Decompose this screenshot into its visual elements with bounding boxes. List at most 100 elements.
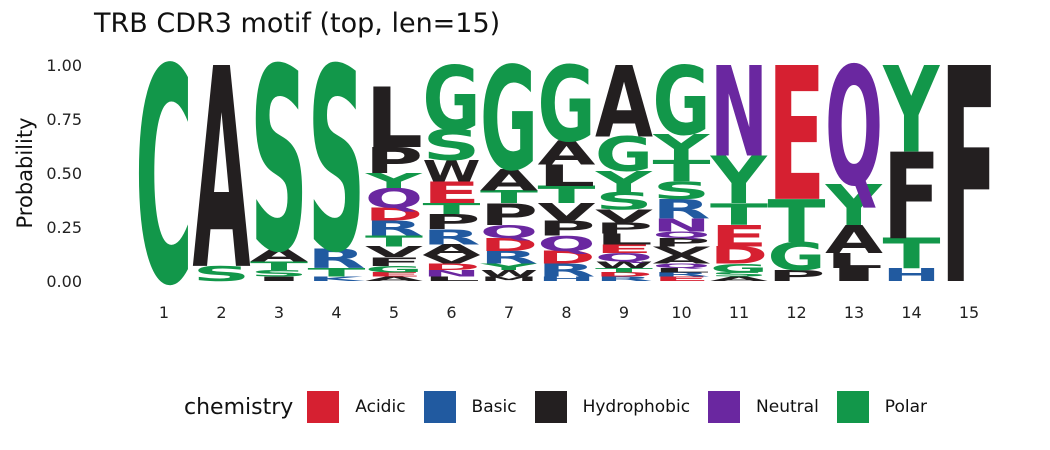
logo-letter-A: A xyxy=(250,245,308,266)
logo-letter-L: L xyxy=(595,231,653,248)
legend-label: Neutral xyxy=(756,397,819,417)
logo-letter-A: A xyxy=(595,45,653,159)
logo-letter-T: T xyxy=(308,266,367,280)
logo-letter-R: R xyxy=(308,244,366,275)
logo-letter-F: F xyxy=(365,255,423,269)
logo-letter-P: P xyxy=(423,210,481,234)
logo-letter-R: R xyxy=(653,194,711,225)
logo-letter-T: T xyxy=(653,155,712,189)
logo-letter-A: A xyxy=(480,163,538,197)
logo-letter-Q: Q xyxy=(595,251,653,265)
logo-letter-Y: Y xyxy=(594,165,652,199)
logo-letter-F: F xyxy=(883,129,941,267)
logo-letter-K: K xyxy=(308,276,366,283)
logo-letter-S: S xyxy=(250,16,308,310)
y-axis-label: Probability xyxy=(13,117,37,228)
x-tick-label: 12 xyxy=(786,303,806,322)
x-tick-label: 2 xyxy=(216,303,226,322)
logo-letter-E: E xyxy=(710,219,768,253)
chart-title: TRB CDR3 motif (top, len=15) xyxy=(94,8,501,39)
logo-letter-Y: Y xyxy=(652,128,711,169)
logo-letter-N: N xyxy=(710,41,768,186)
x-tick-label: 4 xyxy=(331,303,341,322)
logo-letter-Y: Y xyxy=(883,41,941,180)
logo-letter-S: S xyxy=(423,122,481,170)
logo-letter-P: P xyxy=(538,216,596,240)
y-tick-label: 0.00 xyxy=(46,272,82,291)
logo-letter-T: T xyxy=(423,200,482,217)
logo-letter-H: H xyxy=(538,275,596,282)
logo-letter-T: T xyxy=(538,181,597,209)
logo-letter-L: L xyxy=(365,70,423,167)
logo-letter-R: R xyxy=(480,247,538,268)
logo-letter-C: C xyxy=(135,8,193,352)
logo-letter-E: E xyxy=(653,276,711,283)
legend-item: Neutral xyxy=(708,391,819,423)
logo-letter-A: A xyxy=(653,253,712,267)
logo-letter-P: P xyxy=(653,236,711,250)
x-tick-label: 1 xyxy=(159,303,169,322)
logo-letter-T: T xyxy=(768,188,826,257)
legend-items: Acidic Basic Hydrophobic Neutral Polar xyxy=(307,391,945,423)
logo-letter-I: I xyxy=(825,265,883,286)
logo-letter-A: A xyxy=(710,276,768,283)
legend-item: Acidic xyxy=(307,391,406,423)
x-tick-label: 13 xyxy=(844,303,864,322)
logo-letter-Y: Y xyxy=(479,262,538,272)
logo-plot: 0.000.250.500.751.00 1 2 3 4 5 6 7 8 9 10 11 12 13 14… xyxy=(13,8,998,352)
logo-letter-V: V xyxy=(653,244,712,258)
logo-letter-G: G xyxy=(653,46,711,157)
logo-letter-A: A xyxy=(193,11,251,332)
logo-letter-A: A xyxy=(423,241,481,258)
logo-letter-G: G xyxy=(480,38,538,203)
logo-letter-N: N xyxy=(423,268,481,278)
y-tick-label: 0.50 xyxy=(46,164,82,183)
logo-letter-V: V xyxy=(595,206,653,227)
logo-letter-D: D xyxy=(710,242,768,269)
legend-item: Polar xyxy=(836,391,927,423)
logo-letter-S: S xyxy=(250,268,308,278)
legend-swatch xyxy=(534,391,567,423)
logo-letter-W: W xyxy=(423,155,481,190)
logo-letter-R: R xyxy=(595,275,653,282)
legend-label: Polar xyxy=(884,397,927,417)
logo-letter-S: S xyxy=(653,177,711,205)
y-axis: 0.00 0.25 0.50 0.75 1.00 xyxy=(46,56,82,291)
logo-letter-E: E xyxy=(595,242,653,256)
x-tick-label: 3 xyxy=(274,303,284,322)
x-tick-label: 7 xyxy=(504,303,514,322)
logo-letter-M: M xyxy=(480,276,538,283)
logo-letter-Q: Q xyxy=(538,231,596,255)
legend-item: Hydrophobic xyxy=(534,391,690,423)
logo-letter-T: T xyxy=(710,198,769,232)
x-tick-label: 8 xyxy=(561,303,571,322)
logo-letter-T: T xyxy=(595,267,653,274)
logo-letter-I: I xyxy=(250,276,308,283)
logo-letter-P: P xyxy=(365,141,423,182)
logo-letter-Q: Q xyxy=(365,183,423,214)
logo-letter-A: A xyxy=(538,134,596,172)
legend-swatch xyxy=(307,391,340,423)
x-tick-label: 11 xyxy=(729,303,749,322)
logo-letter-W: W xyxy=(480,268,538,278)
logo-letter-A: A xyxy=(365,276,423,283)
logo-letter-D: D xyxy=(538,248,596,269)
logo-letter-V: V xyxy=(423,253,482,267)
logo-letter-S: S xyxy=(595,188,653,216)
y-tick-label: 0.75 xyxy=(46,110,82,129)
x-tick-label: 6 xyxy=(446,303,456,322)
logo-letter-H: H xyxy=(883,264,941,285)
logo-letter-F: F xyxy=(940,8,998,352)
logo-letter-R: R xyxy=(365,217,423,241)
legend-swatch xyxy=(836,391,869,423)
logo-letter-V: V xyxy=(538,199,596,227)
logo-letter-D: D xyxy=(365,204,423,225)
logo-letter-D: D xyxy=(423,262,481,272)
x-tick-label: 5 xyxy=(389,303,399,322)
x-axis: 1 2 3 4 5 6 7 8 9 10 11 12 13 14 15 xyxy=(159,303,979,322)
logo-letter-L: L xyxy=(653,267,711,274)
y-tick-label: 1.00 xyxy=(46,56,82,75)
logo-letter-S: S xyxy=(710,271,768,278)
logo-letter-Y: Y xyxy=(825,172,883,238)
